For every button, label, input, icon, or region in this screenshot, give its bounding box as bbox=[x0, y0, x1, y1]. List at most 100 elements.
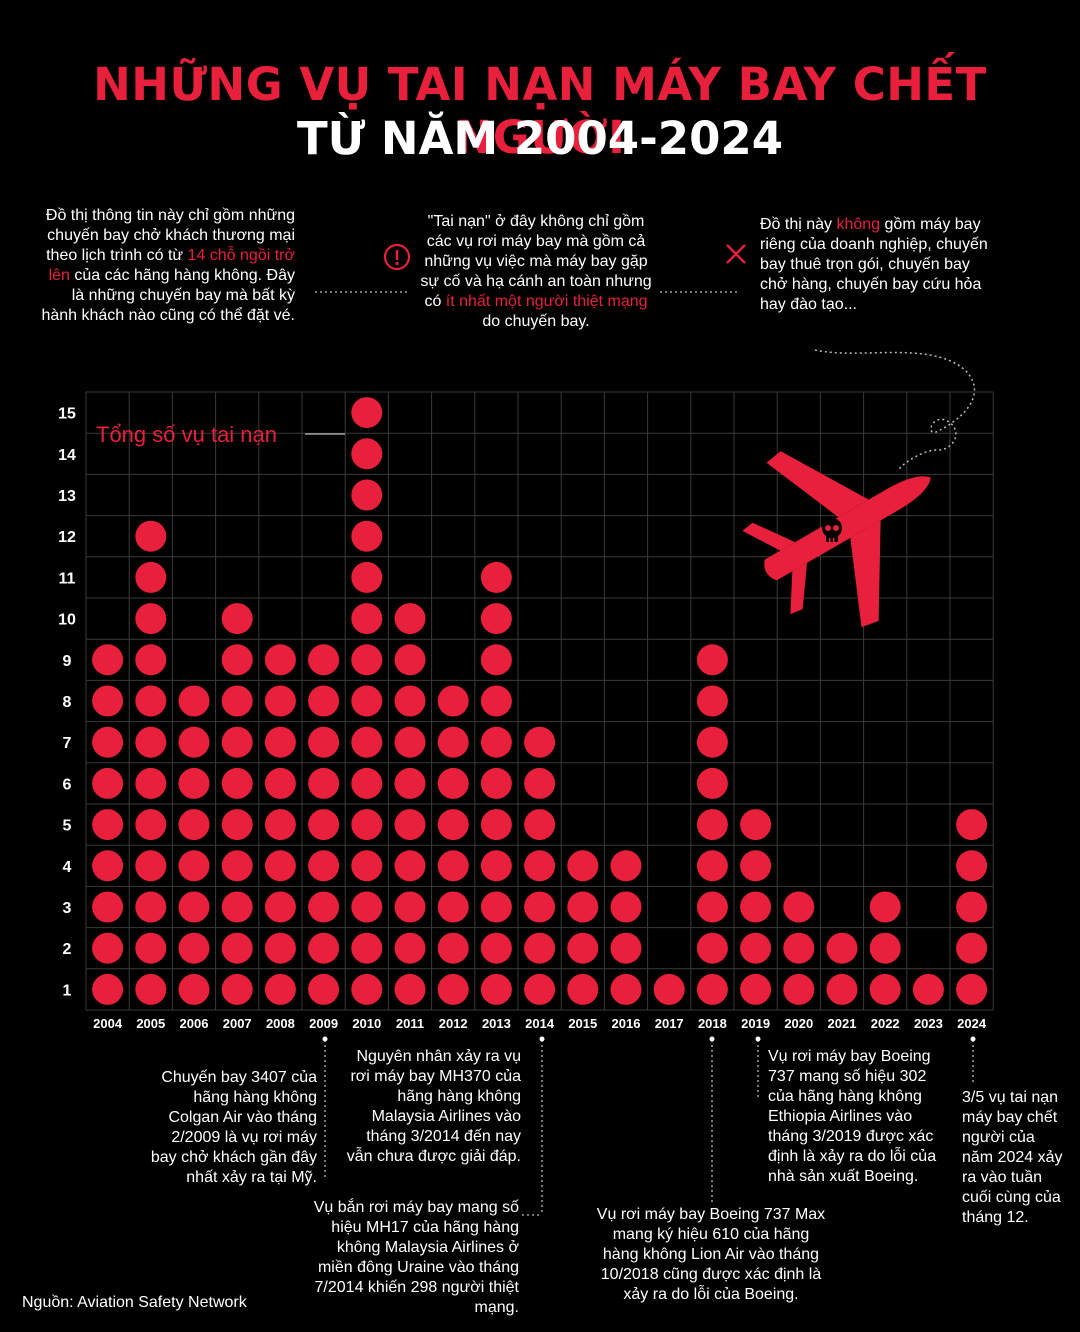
x-tick-label: 2005 bbox=[136, 1016, 165, 1031]
accident-dot-2006 bbox=[178, 850, 210, 882]
accident-dot-2010 bbox=[351, 685, 383, 717]
x-tick-label: 2014 bbox=[525, 1016, 555, 1031]
accident-dot-2013 bbox=[480, 767, 512, 799]
accident-dot-2015 bbox=[567, 973, 599, 1005]
accident-dot-2005 bbox=[135, 685, 167, 717]
accident-dot-2010 bbox=[351, 932, 383, 964]
intro-note-scope-highlight: 14 chỗ ngồi trở lên bbox=[48, 247, 295, 284]
accident-dot-2014 bbox=[524, 767, 556, 799]
accident-dot-2005 bbox=[135, 726, 167, 758]
accident-dot-2013 bbox=[480, 644, 512, 676]
annotation-2014-mh370: Nguyên nhân xảy ra vụ rơi máy bay MH370 … bbox=[346, 1048, 521, 1165]
x-tick-label: 2011 bbox=[396, 1016, 424, 1031]
accident-dot-2014 bbox=[524, 726, 556, 758]
y-tick-label: 7 bbox=[63, 735, 72, 752]
accident-dot-2013 bbox=[480, 891, 512, 923]
accident-dot-2014 bbox=[524, 932, 556, 964]
accident-dot-2010 bbox=[351, 767, 383, 799]
accident-dot-2018 bbox=[696, 767, 728, 799]
x-tick-label: 2013 bbox=[482, 1016, 511, 1031]
accident-dot-2011 bbox=[394, 644, 426, 676]
accident-dot-2004 bbox=[92, 726, 124, 758]
accident-dot-2010 bbox=[351, 397, 383, 429]
accident-dot-2007 bbox=[221, 809, 253, 841]
y-tick-label: 4 bbox=[63, 859, 72, 876]
accident-dot-2012 bbox=[437, 932, 469, 964]
x-tick-label: 2015 bbox=[568, 1016, 597, 1031]
x-tick-label: 2017 bbox=[655, 1016, 684, 1031]
accident-dot-2011 bbox=[394, 685, 426, 717]
x-tick-label: 2009 bbox=[309, 1016, 338, 1031]
accident-dot-2010 bbox=[351, 644, 383, 676]
y-tick-label: 15 bbox=[58, 406, 76, 423]
accident-dot-2011 bbox=[394, 603, 426, 635]
x-tick-label: 2007 bbox=[223, 1016, 252, 1031]
accident-dot-2009 bbox=[308, 809, 340, 841]
accident-dot-2018 bbox=[696, 644, 728, 676]
intro-note-definition-text-2: do chuyến bay. bbox=[482, 313, 590, 330]
accident-dot-2009 bbox=[308, 644, 340, 676]
accident-dot-2011 bbox=[394, 767, 426, 799]
accident-dot-2006 bbox=[178, 767, 210, 799]
accident-dot-2011 bbox=[394, 726, 426, 758]
accident-dot-2012 bbox=[437, 685, 469, 717]
accident-dot-2022 bbox=[869, 973, 901, 1005]
accident-dot-2018 bbox=[696, 891, 728, 923]
x-tick-label: 2010 bbox=[352, 1016, 381, 1031]
accident-dot-2004 bbox=[92, 973, 124, 1005]
accident-dot-2020 bbox=[783, 973, 815, 1005]
accident-dot-2005 bbox=[135, 767, 167, 799]
accident-dot-2005 bbox=[135, 561, 167, 593]
y-tick-label: 13 bbox=[58, 488, 76, 505]
x-tick-label: 2023 bbox=[914, 1016, 943, 1031]
y-tick-label: 5 bbox=[63, 818, 72, 835]
accident-dot-2014 bbox=[524, 973, 556, 1005]
intro-note-exclusions-highlight: không bbox=[836, 216, 881, 233]
chart-dots bbox=[92, 397, 988, 1005]
annotation-2018: Vụ rơi máy bay Boeing 737 Max mang ký hi… bbox=[596, 1206, 826, 1303]
x-tick-label: 2012 bbox=[439, 1016, 468, 1031]
x-tick-label: 2024 bbox=[957, 1016, 987, 1031]
accident-dot-2013 bbox=[480, 561, 512, 593]
accident-dot-2024 bbox=[956, 850, 988, 882]
accident-dot-2008 bbox=[264, 767, 296, 799]
annotation-2009: Chuyến bay 3407 của hãng hàng không Colg… bbox=[150, 1069, 317, 1186]
accident-dot-2008 bbox=[264, 891, 296, 923]
accident-dot-2014 bbox=[524, 891, 556, 923]
x-axis-ticks: 2004 2005 2006 2007 2008 2009 2010 2011 2012 2013… bbox=[93, 1016, 987, 1031]
y-tick-label: 9 bbox=[63, 653, 72, 670]
intro-note-exclusions-text-1: Đồ thị này bbox=[760, 216, 837, 233]
accident-dot-2018 bbox=[696, 809, 728, 841]
y-tick-label: 2 bbox=[63, 941, 72, 958]
accident-dot-2006 bbox=[178, 726, 210, 758]
accident-dot-2005 bbox=[135, 644, 167, 676]
accident-dot-2022 bbox=[869, 891, 901, 923]
title-line-2: TỪ NĂM 2004-2024 bbox=[296, 112, 784, 165]
accident-dot-2008 bbox=[264, 644, 296, 676]
x-tick-label: 2021 bbox=[828, 1016, 857, 1031]
accident-dot-2019 bbox=[740, 973, 772, 1005]
chart-connectors bbox=[315, 291, 976, 1216]
y-tick-label: 6 bbox=[63, 776, 72, 793]
accident-dot-2018 bbox=[696, 850, 728, 882]
accident-dot-2009 bbox=[308, 767, 340, 799]
accident-dot-2006 bbox=[178, 685, 210, 717]
accident-dot-2008 bbox=[264, 973, 296, 1005]
accident-dot-2008 bbox=[264, 726, 296, 758]
accident-dot-2005 bbox=[135, 973, 167, 1005]
accident-dot-2008 bbox=[264, 850, 296, 882]
accident-dot-2024 bbox=[956, 932, 988, 964]
accident-dot-2004 bbox=[92, 891, 124, 923]
accident-dot-2007 bbox=[221, 603, 253, 635]
accident-dot-2010 bbox=[351, 726, 383, 758]
accident-dot-2015 bbox=[567, 932, 599, 964]
accident-dot-2016 bbox=[610, 932, 642, 964]
accident-dot-2015 bbox=[567, 891, 599, 923]
intro-note-scope-text-2: của các hãng hàng không. Đây là những ch… bbox=[41, 267, 295, 324]
accident-dot-2013 bbox=[480, 973, 512, 1005]
accident-dot-2013 bbox=[480, 809, 512, 841]
intro-note-definition-highlight: ít nhất một người thiệt mạng bbox=[445, 293, 648, 310]
accident-dot-2005 bbox=[135, 891, 167, 923]
